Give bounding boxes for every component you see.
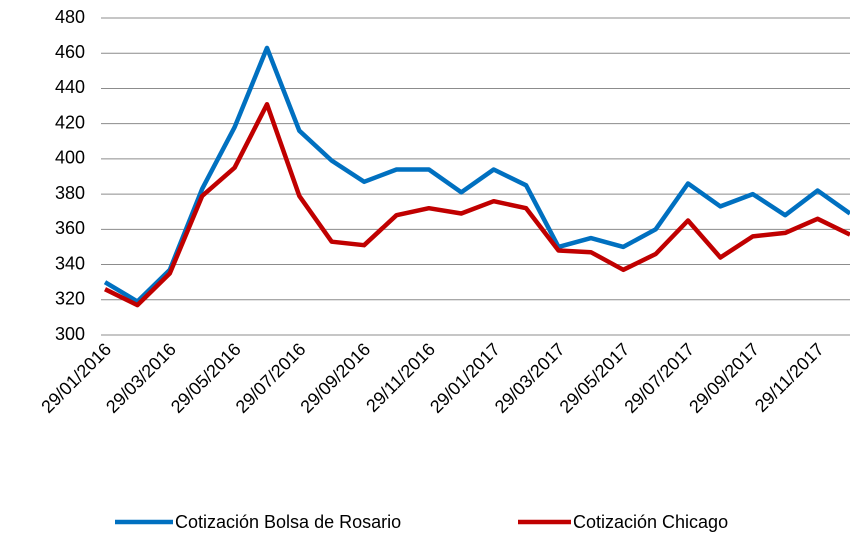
y-tick-label: 480 — [55, 7, 85, 27]
y-tick-label: 380 — [55, 183, 85, 203]
legend-label: Cotización Bolsa de Rosario — [175, 512, 401, 532]
data-line — [104, 102, 850, 308]
y-tick-label: 340 — [55, 253, 85, 273]
x-tick-label: 29/11/2017 — [751, 339, 828, 416]
legend-label: Cotización Chicago — [573, 512, 728, 532]
x-tick-label: 29/09/2017 — [685, 339, 763, 417]
y-tick-label: 420 — [55, 112, 85, 132]
data-line — [103, 45, 850, 304]
y-tick-label: 320 — [55, 289, 85, 309]
y-tick-label: 400 — [55, 148, 85, 168]
y-tick-label: 460 — [55, 42, 85, 62]
y-tick-label: 300 — [55, 324, 85, 344]
y-tick-label: 360 — [55, 218, 85, 238]
y-tick-label: 440 — [55, 77, 85, 97]
x-tick-label: 29/09/2016 — [296, 339, 374, 417]
